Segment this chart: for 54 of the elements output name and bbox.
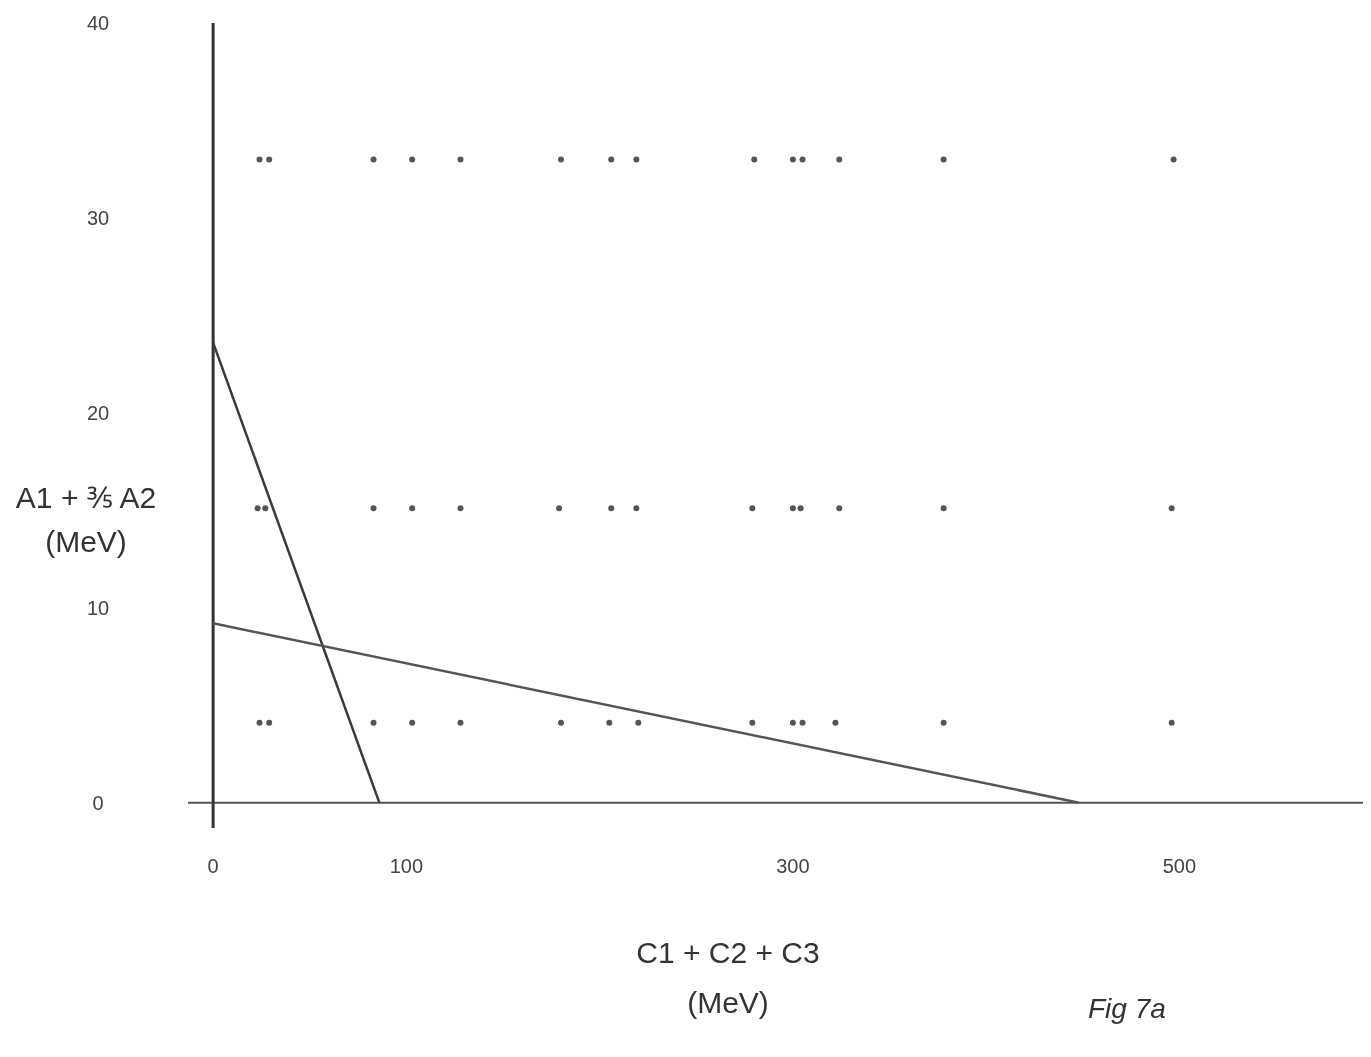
point [789,156,796,163]
point [635,719,642,726]
point [262,505,269,512]
y-tick-label: 10 [86,596,110,619]
point [457,719,464,726]
x-axis-title: C1 + C2 + C3 (MeV) [636,936,820,1019]
point [799,719,806,726]
point [1168,719,1175,726]
y-tick-label: 30 [86,206,110,229]
point [557,719,564,726]
point [606,719,613,726]
x-tick-label: 500 [1162,855,1197,877]
point [254,505,261,512]
point [409,719,416,726]
point [266,156,273,163]
point [1168,505,1175,512]
point [940,505,947,512]
x-tick-label: 300 [776,855,810,877]
y-tick-label: 40 [86,12,110,34]
point [1170,156,1177,163]
point [789,505,796,512]
y-tick-label: 0 [92,791,104,814]
point [832,719,839,726]
point [789,719,796,726]
point [608,156,615,163]
point [836,156,843,163]
point [751,156,758,163]
point [749,719,756,726]
y-axis-title: A1 + ⅗ A2 (MeV) [15,481,157,558]
point [370,156,377,163]
point [370,719,377,726]
point [256,156,263,163]
point [557,156,564,163]
point [633,156,640,163]
point [799,156,806,163]
point [256,719,263,726]
point [940,156,947,163]
point [633,505,640,512]
point [797,505,804,512]
y-tick-label: 20 [86,401,110,424]
point [940,719,947,726]
x-tick-label: 0 [207,855,219,877]
point [266,719,273,726]
point [749,505,756,512]
point [457,156,464,163]
point [409,156,416,163]
point [370,505,377,512]
point [556,505,563,512]
point [608,505,615,512]
point [836,505,843,512]
point [457,505,464,512]
x-tick-label: 100 [389,855,424,877]
point [409,505,416,512]
caption: Fig 7a [1088,993,1166,1024]
